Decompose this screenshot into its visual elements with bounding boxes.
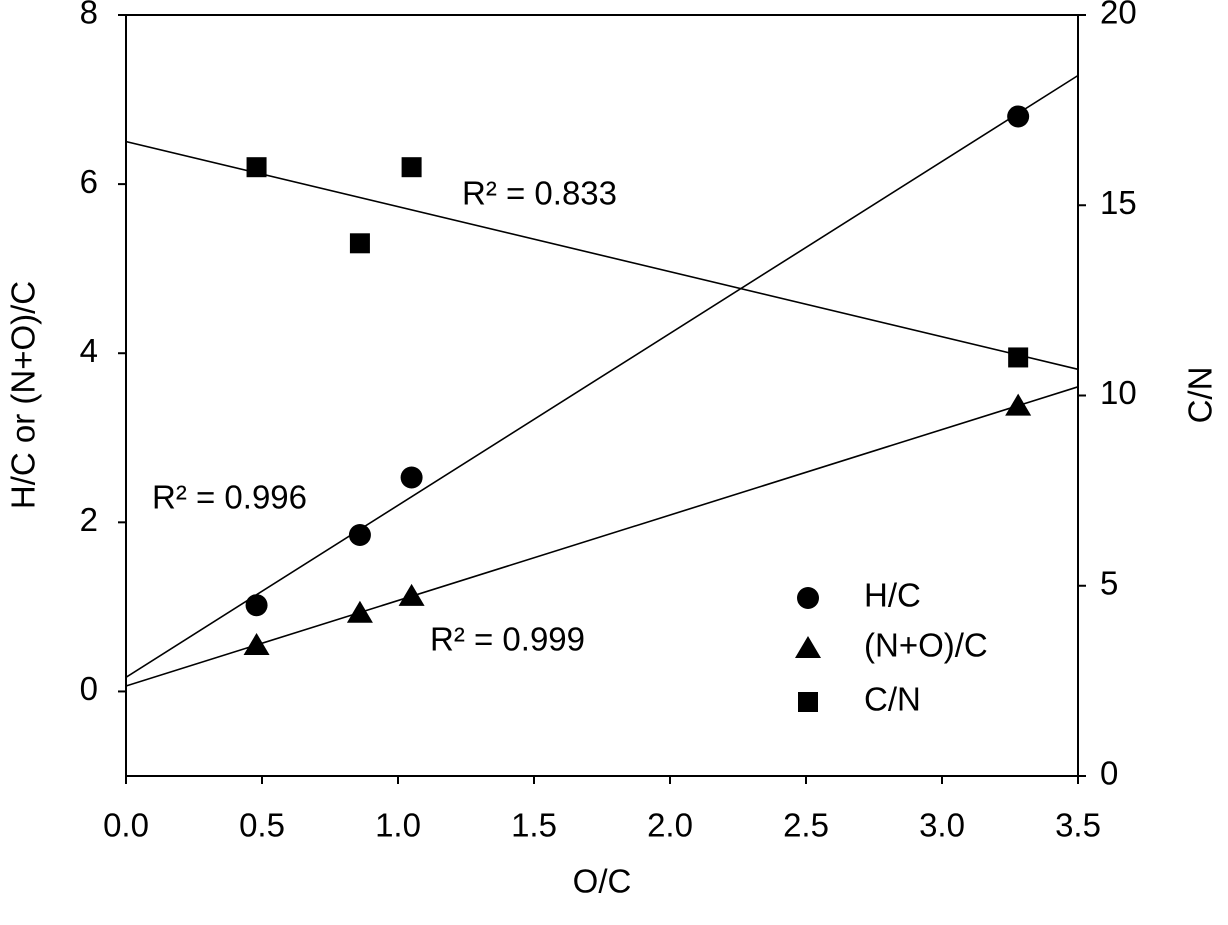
x-tick-label: 0.5 xyxy=(239,807,285,844)
y2-tick-label: 20 xyxy=(1100,0,1137,31)
point xyxy=(1005,393,1032,416)
point xyxy=(346,600,373,623)
legend-marker xyxy=(798,692,818,712)
x-tick-label: 2.0 xyxy=(647,807,693,844)
annotation: R² = 0.996 xyxy=(152,479,307,516)
x-tick-label: 1.5 xyxy=(511,807,557,844)
y2-tick-label: 10 xyxy=(1100,374,1137,411)
y2-tick-label: 15 xyxy=(1100,184,1137,221)
legend-marker xyxy=(797,587,819,609)
x-tick-label: 2.5 xyxy=(783,807,829,844)
x-tick-label: 1.0 xyxy=(375,807,421,844)
trend-line xyxy=(125,140,1079,371)
point xyxy=(243,632,270,655)
point xyxy=(348,524,371,547)
y-axis-label: H/C or (N+O)/C xyxy=(5,281,42,509)
annotation: R² = 0.833 xyxy=(462,175,617,212)
trend-line xyxy=(125,386,1079,687)
y2-axis-label: C/N xyxy=(1182,367,1219,424)
x-tick-label: 3.5 xyxy=(1055,807,1101,844)
legend-label: (N+O)/C xyxy=(864,627,988,664)
y2-tick-label: 0 xyxy=(1100,755,1118,792)
y-tick-label: 6 xyxy=(80,163,98,200)
x-tick-label: 3.0 xyxy=(919,807,965,844)
point xyxy=(400,466,423,489)
y-tick-label: 0 xyxy=(80,670,98,707)
point xyxy=(1008,347,1029,368)
point xyxy=(245,594,268,617)
point xyxy=(401,157,422,178)
legend-label: C/N xyxy=(864,681,921,718)
y2-tick-label: 5 xyxy=(1100,564,1118,601)
point xyxy=(246,157,267,178)
x-tick-label: 0.0 xyxy=(103,807,149,844)
point xyxy=(349,233,370,254)
legend-label: H/C xyxy=(864,577,921,614)
y-tick-label: 8 xyxy=(80,0,98,31)
y-tick-label: 4 xyxy=(80,332,98,369)
y-tick-label: 2 xyxy=(80,501,98,538)
annotation: R² = 0.999 xyxy=(430,621,585,658)
x-axis-label: O/C xyxy=(573,863,632,900)
point xyxy=(1007,105,1030,128)
legend-marker xyxy=(795,636,821,658)
point xyxy=(398,583,425,606)
trend-line xyxy=(125,74,1079,678)
